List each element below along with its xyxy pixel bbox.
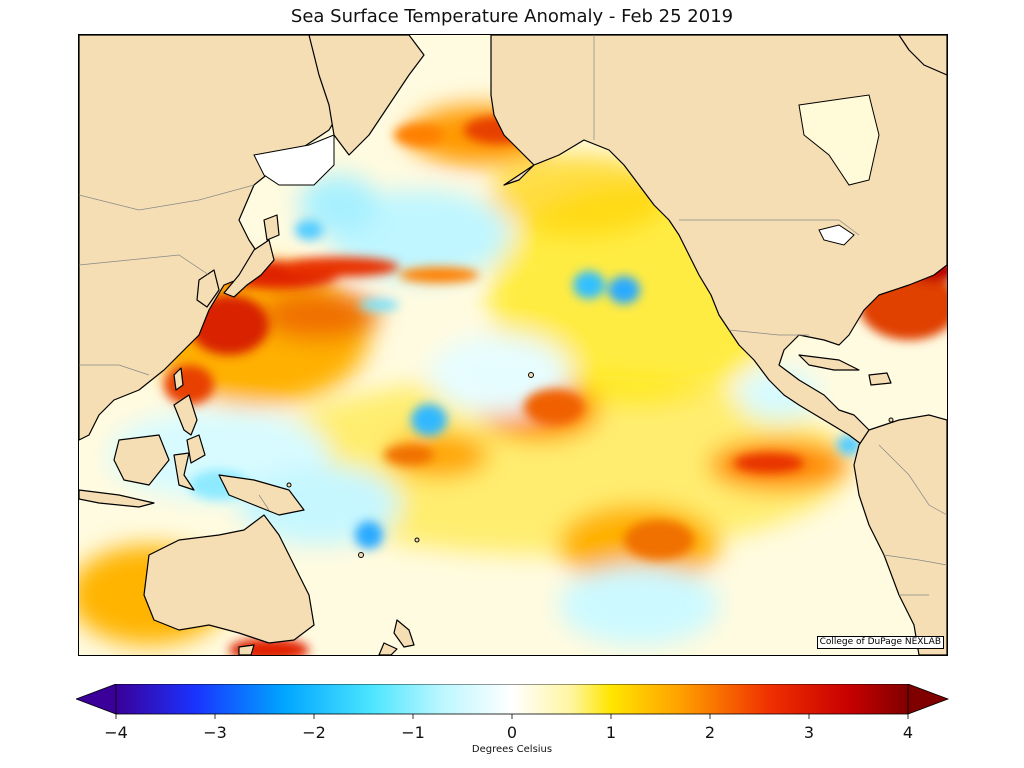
colorbar-tick-label: −3	[203, 723, 227, 742]
colorbar-tick-label: 0	[507, 723, 517, 742]
new-guinea-landmass	[218, 474, 305, 516]
pacific-islands	[286, 372, 894, 558]
philippines-landmass	[173, 394, 206, 464]
korea-landmass	[196, 269, 220, 308]
colorbar-body	[115, 684, 909, 715]
colorbar-tick-label: 2	[705, 723, 715, 742]
colorbar-label: Degrees Celsius	[471, 744, 553, 755]
greenland-landmass	[898, 35, 947, 76]
credit-label: College of DuPage NEXLAB	[816, 636, 944, 649]
java-landmass	[79, 489, 155, 508]
colorbar-tick-label: 1	[606, 723, 616, 742]
colorbar: −4 −3 −2 −1 0 1 2 3 4	[76, 684, 950, 742]
colorbar-tick-label: 3	[804, 723, 814, 742]
japan-landmass	[223, 239, 275, 298]
australia-landmass	[143, 514, 315, 644]
cuba-landmass	[798, 354, 860, 371]
tasmania-landmass	[238, 644, 255, 655]
taiwan-landmass	[173, 367, 184, 391]
sulawesi-landmass	[173, 452, 195, 491]
hispaniola-landmass	[868, 372, 892, 386]
aleutian-landmass	[503, 164, 535, 186]
kamchatka-landmass	[308, 35, 425, 156]
hudson-bay	[798, 94, 880, 186]
hokkaido-landmass	[263, 214, 280, 241]
map-title: Sea Surface Temperature Anomaly - Feb 25…	[290, 6, 734, 27]
colorbar-tick-label: 4	[903, 723, 913, 742]
new-zealand-landmass	[378, 619, 415, 655]
great-lakes	[818, 224, 855, 246]
colorbar-ticks: −4 −3 −2 −1 0 1 2 3 4	[104, 714, 913, 742]
sst-anomaly-map: College of DuPage NEXLAB	[78, 34, 948, 656]
borneo-landmass	[113, 434, 170, 486]
colorbar-extend-left	[76, 684, 117, 715]
colorbar-tick-label: −1	[401, 723, 425, 742]
colorbar-tick-label: −4	[104, 723, 128, 742]
map-canvas	[79, 35, 947, 655]
inland-water	[253, 94, 880, 246]
okhotsk-sea-ice	[253, 134, 335, 186]
political-borders	[79, 35, 947, 596]
colorbar-tick-label: −2	[302, 723, 326, 742]
colorbar-extend-right	[907, 684, 950, 715]
